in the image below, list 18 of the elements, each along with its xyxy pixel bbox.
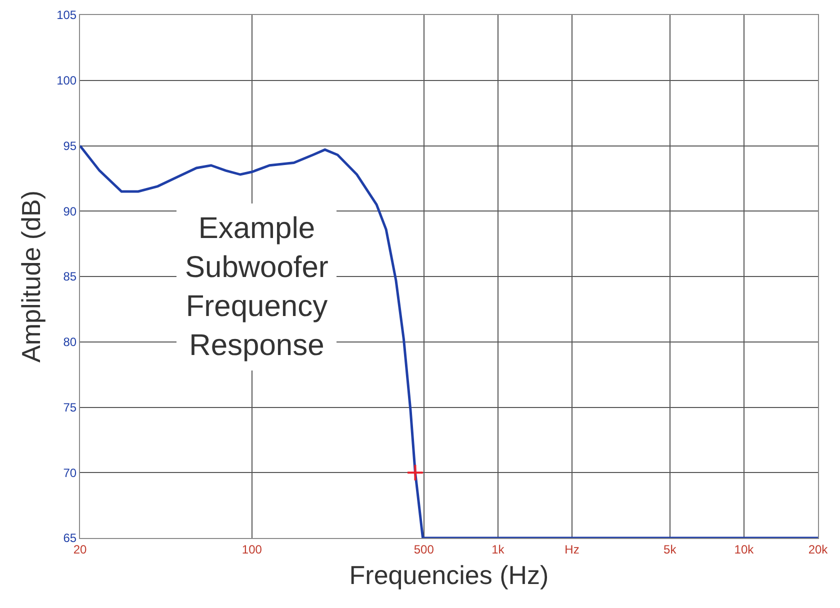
y-tick-label: 90 bbox=[63, 204, 77, 218]
y-tick-label: 95 bbox=[63, 138, 77, 153]
annotation: Example Subwoofer Frequency Response bbox=[185, 212, 328, 362]
x-tick-label: 10k bbox=[734, 542, 755, 556]
x-tick-label: Hz bbox=[564, 542, 580, 556]
y-tick-label: 100 bbox=[56, 74, 77, 88]
x-tick-label: 500 bbox=[414, 542, 434, 556]
y-tick-label: 80 bbox=[63, 335, 77, 350]
x-tick-label: 1k bbox=[492, 542, 506, 556]
y-tick-label: 75 bbox=[63, 400, 77, 414]
y-axis-title: Amplitude (dB) bbox=[16, 190, 46, 362]
y-tick-label: 85 bbox=[63, 270, 77, 284]
x-tick-label: 20k bbox=[808, 542, 829, 556]
x-tick-label: 5k bbox=[664, 542, 678, 556]
y-tick-label: 70 bbox=[63, 466, 77, 480]
x-axis-title: Frequencies (Hz) bbox=[349, 560, 549, 590]
y-tick-label: 105 bbox=[56, 8, 77, 22]
x-tick-label: 100 bbox=[242, 542, 262, 556]
